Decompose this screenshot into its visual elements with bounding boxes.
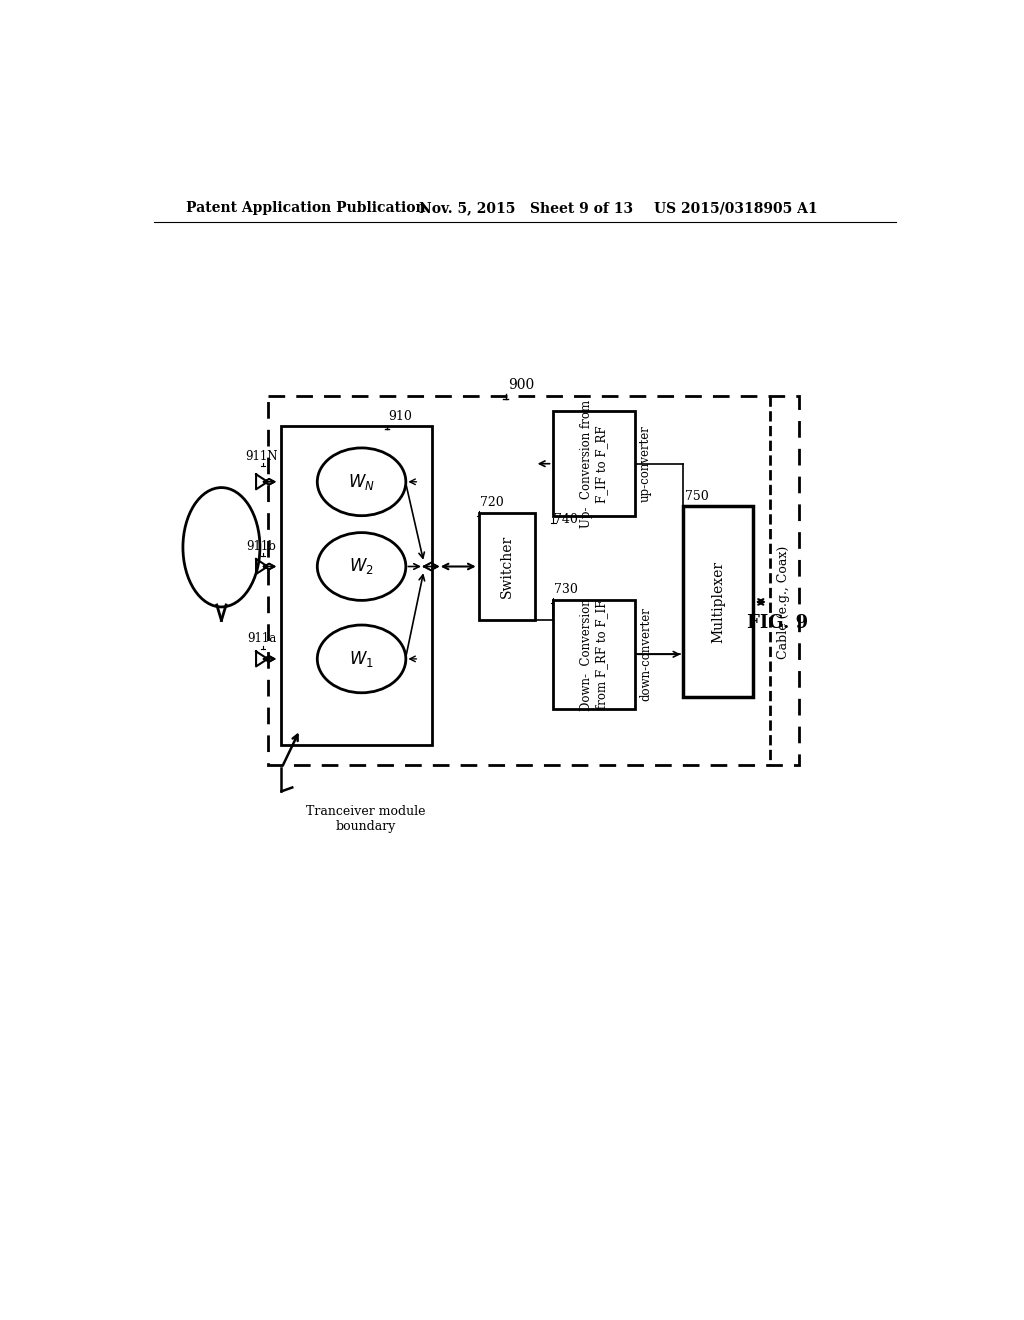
Text: US 2015/0318905 A1: US 2015/0318905 A1 [654,202,818,215]
Text: 750: 750 [685,490,709,503]
Text: 740: 740 [554,512,578,525]
Text: 900: 900 [508,378,535,392]
Text: $W_N$: $W_N$ [348,471,375,492]
Bar [553,599,635,709]
Bar [553,411,635,516]
Text: Down-  Conversion
from F_RF to F_IF: Down- Conversion from F_RF to F_IF [580,598,607,710]
Text: Tranceiver module
boundary: Tranceiver module boundary [305,805,425,833]
Text: $W_1$: $W_1$ [349,649,374,669]
Ellipse shape [317,447,406,516]
Text: Nov. 5, 2015   Sheet 9 of 13: Nov. 5, 2015 Sheet 9 of 13 [419,202,634,215]
Text: 911b: 911b [247,540,276,553]
Text: 910: 910 [388,411,413,424]
Text: Cable (e.g., Coax): Cable (e.g., Coax) [777,545,791,659]
Text: Patent Application Publication: Patent Application Publication [186,202,426,215]
Text: 730: 730 [554,582,578,595]
Text: 911a: 911a [247,632,276,645]
Text: Multiplexer: Multiplexer [711,561,725,643]
Bar [282,426,432,744]
Ellipse shape [317,532,406,601]
Bar [683,507,753,697]
Text: $W_2$: $W_2$ [349,557,374,577]
Text: up-converter: up-converter [639,425,652,502]
Ellipse shape [317,626,406,693]
Text: FIG. 9: FIG. 9 [746,614,808,632]
Text: Up-  Conversion from
F_IF to F_RF: Up- Conversion from F_IF to F_RF [580,400,607,528]
Text: 720: 720 [480,496,504,508]
Bar [267,396,799,766]
Text: down-converter: down-converter [639,607,652,701]
Bar [478,512,535,620]
Text: Switcher: Switcher [500,535,514,598]
Text: 911N: 911N [245,450,278,462]
